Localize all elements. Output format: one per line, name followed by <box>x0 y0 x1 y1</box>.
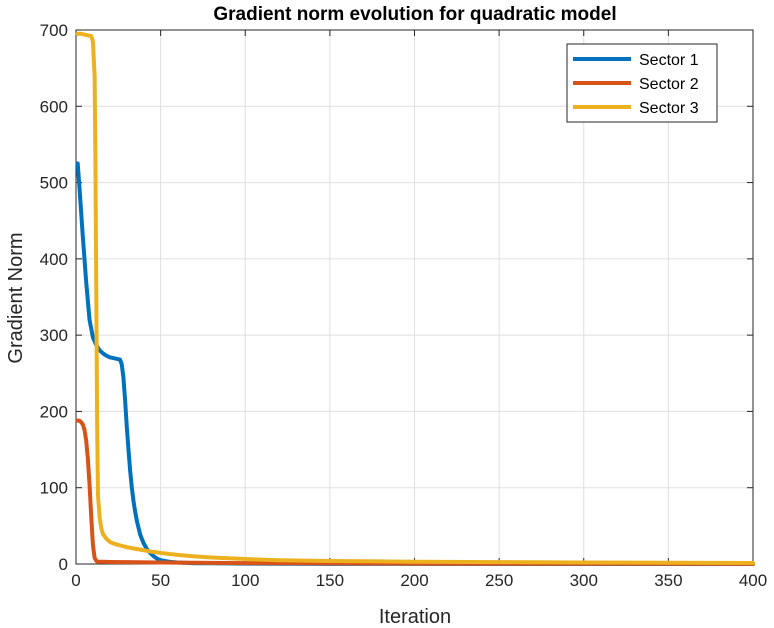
x-tick-label: 200 <box>400 571 428 590</box>
y-tick-label: 0 <box>59 555 68 574</box>
legend-label: Sector 3 <box>639 100 699 117</box>
x-axis-label: Iteration <box>379 606 451 628</box>
x-tick-label: 150 <box>316 571 344 590</box>
x-tick-label: 400 <box>739 571 767 590</box>
y-tick-label: 500 <box>40 174 68 193</box>
series-line-sector-3 <box>75 31 755 566</box>
chart-title: Gradient norm evolution for quadratic mo… <box>213 4 616 25</box>
x-tick-label: 350 <box>654 571 682 590</box>
legend-label: Sector 2 <box>639 76 699 93</box>
x-tick-label: 250 <box>485 571 513 590</box>
y-tick-label: 400 <box>40 250 68 269</box>
y-tick-label: 200 <box>40 402 68 421</box>
legend-label: Sector 1 <box>639 52 699 69</box>
y-tick-label: 700 <box>40 21 68 40</box>
x-tick-label: 300 <box>570 571 598 590</box>
y-tick-label: 100 <box>40 479 68 498</box>
legend: Sector 1 Sector 2 Sector 3 <box>566 43 718 123</box>
series-line-sector-2 <box>75 418 755 566</box>
y-tick-label: 600 <box>40 97 68 116</box>
x-tick-label: 50 <box>151 571 170 590</box>
y-tick-label: 300 <box>40 326 68 345</box>
y-axis-label: Gradient Norm <box>5 232 27 363</box>
x-tick-label: 0 <box>71 571 80 590</box>
x-tick-label: 100 <box>231 571 259 590</box>
